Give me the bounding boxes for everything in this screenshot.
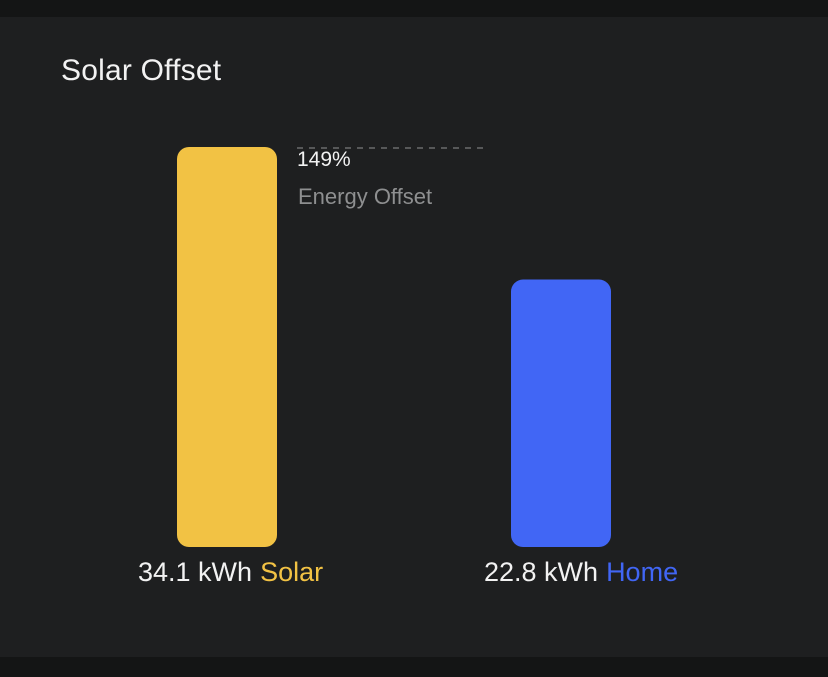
solar-amount: 34.1 kWh: [138, 557, 253, 587]
home-amount: 22.8 kWh: [484, 557, 599, 587]
home-name: Home: [606, 557, 679, 587]
home-bar-label: 22.8 kWh Home: [484, 557, 678, 588]
card-title: Solar Offset: [61, 54, 222, 87]
bottom-strip: [0, 657, 828, 677]
solar-bar-label: 34.1 kWh Solar: [138, 557, 323, 588]
home-bar: [511, 279, 611, 547]
top-strip: [0, 0, 828, 17]
offset-percentage: 149%: [297, 148, 351, 171]
solar-name: Solar: [260, 557, 324, 587]
solar-offset-card: [0, 17, 828, 657]
offset-label: Energy Offset: [298, 184, 433, 209]
solar-bar: [177, 147, 277, 547]
